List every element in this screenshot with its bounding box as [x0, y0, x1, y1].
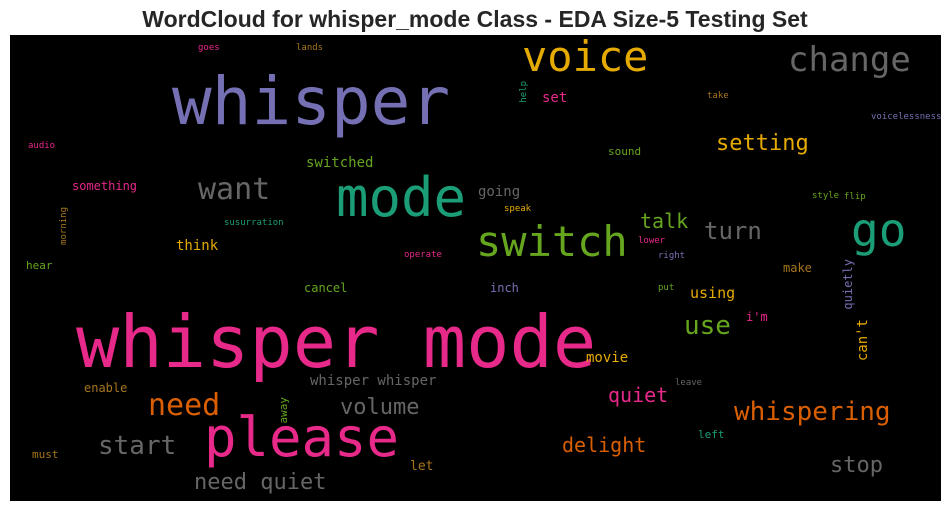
chart-title: WordCloud for whisper_mode Class - EDA S…	[142, 6, 808, 32]
word-talk: talk	[640, 209, 689, 233]
word-want: want	[198, 172, 271, 207]
word-volume: volume	[340, 395, 420, 420]
word-start: start	[98, 431, 177, 461]
word-quietly: quietly	[841, 259, 855, 310]
word-whisper-mode: whisper mode	[76, 300, 597, 384]
word-whisper: whisper	[172, 63, 451, 140]
word-switch: switch	[476, 217, 628, 266]
word-make: make	[783, 261, 812, 275]
word-using: using	[690, 284, 736, 302]
word-mode: mode	[336, 166, 467, 229]
word-turn: turn	[704, 217, 762, 245]
word-voicelessness: voicelessness	[871, 112, 941, 122]
word-away: away	[277, 397, 290, 424]
word-hear: hear	[26, 259, 53, 272]
word-set: set	[542, 90, 568, 106]
word-switched: switched	[306, 155, 374, 171]
word-please: please	[204, 406, 400, 469]
word-think: think	[176, 238, 219, 254]
word-something: something	[72, 179, 138, 193]
word-help: help	[519, 81, 529, 103]
word-leave: leave	[675, 378, 703, 388]
word-right: right	[658, 251, 686, 261]
word-left: left	[698, 428, 725, 441]
word-whispering: whispering	[734, 397, 891, 427]
word-enable: enable	[84, 381, 128, 395]
word-use: use	[684, 311, 731, 341]
word-morning: morning	[59, 207, 69, 245]
word-operate: operate	[404, 250, 442, 260]
word-going: going	[478, 184, 521, 200]
word-style: style	[812, 191, 840, 201]
word-goes: goes	[198, 43, 220, 53]
wordcloud-canvas: whisper mode whisper please mode switch voice…	[10, 35, 941, 501]
word-delight: delight	[562, 433, 647, 457]
word-whisper-whisper: whisper whisper	[310, 373, 437, 389]
word-let: let	[410, 459, 434, 474]
word-lower: lower	[638, 236, 666, 246]
word-put: put	[658, 283, 675, 293]
word-movie: movie	[586, 350, 629, 366]
word-cancel: cancel	[304, 281, 348, 295]
word-take: take	[707, 91, 729, 101]
word-lands: lands	[296, 43, 324, 53]
word-sound: sound	[608, 145, 642, 158]
word-go: go	[851, 203, 907, 257]
word-audio: audio	[28, 141, 56, 151]
word-flip: flip	[844, 192, 866, 202]
word-stop: stop	[830, 453, 883, 478]
word-i-m: i'm	[746, 310, 768, 324]
word-need-quiet: need quiet	[194, 470, 327, 495]
word-inch: inch	[490, 281, 519, 295]
word-speak: speak	[504, 204, 532, 214]
word-voice: voice	[522, 35, 649, 81]
word-must: must	[32, 448, 59, 461]
word-quiet: quiet	[608, 383, 669, 407]
word-setting: setting	[716, 131, 809, 156]
word-susurration: susurration	[224, 218, 284, 228]
word-can-t: can't	[855, 319, 871, 362]
word-need: need	[148, 388, 221, 423]
word-change: change	[788, 40, 911, 80]
